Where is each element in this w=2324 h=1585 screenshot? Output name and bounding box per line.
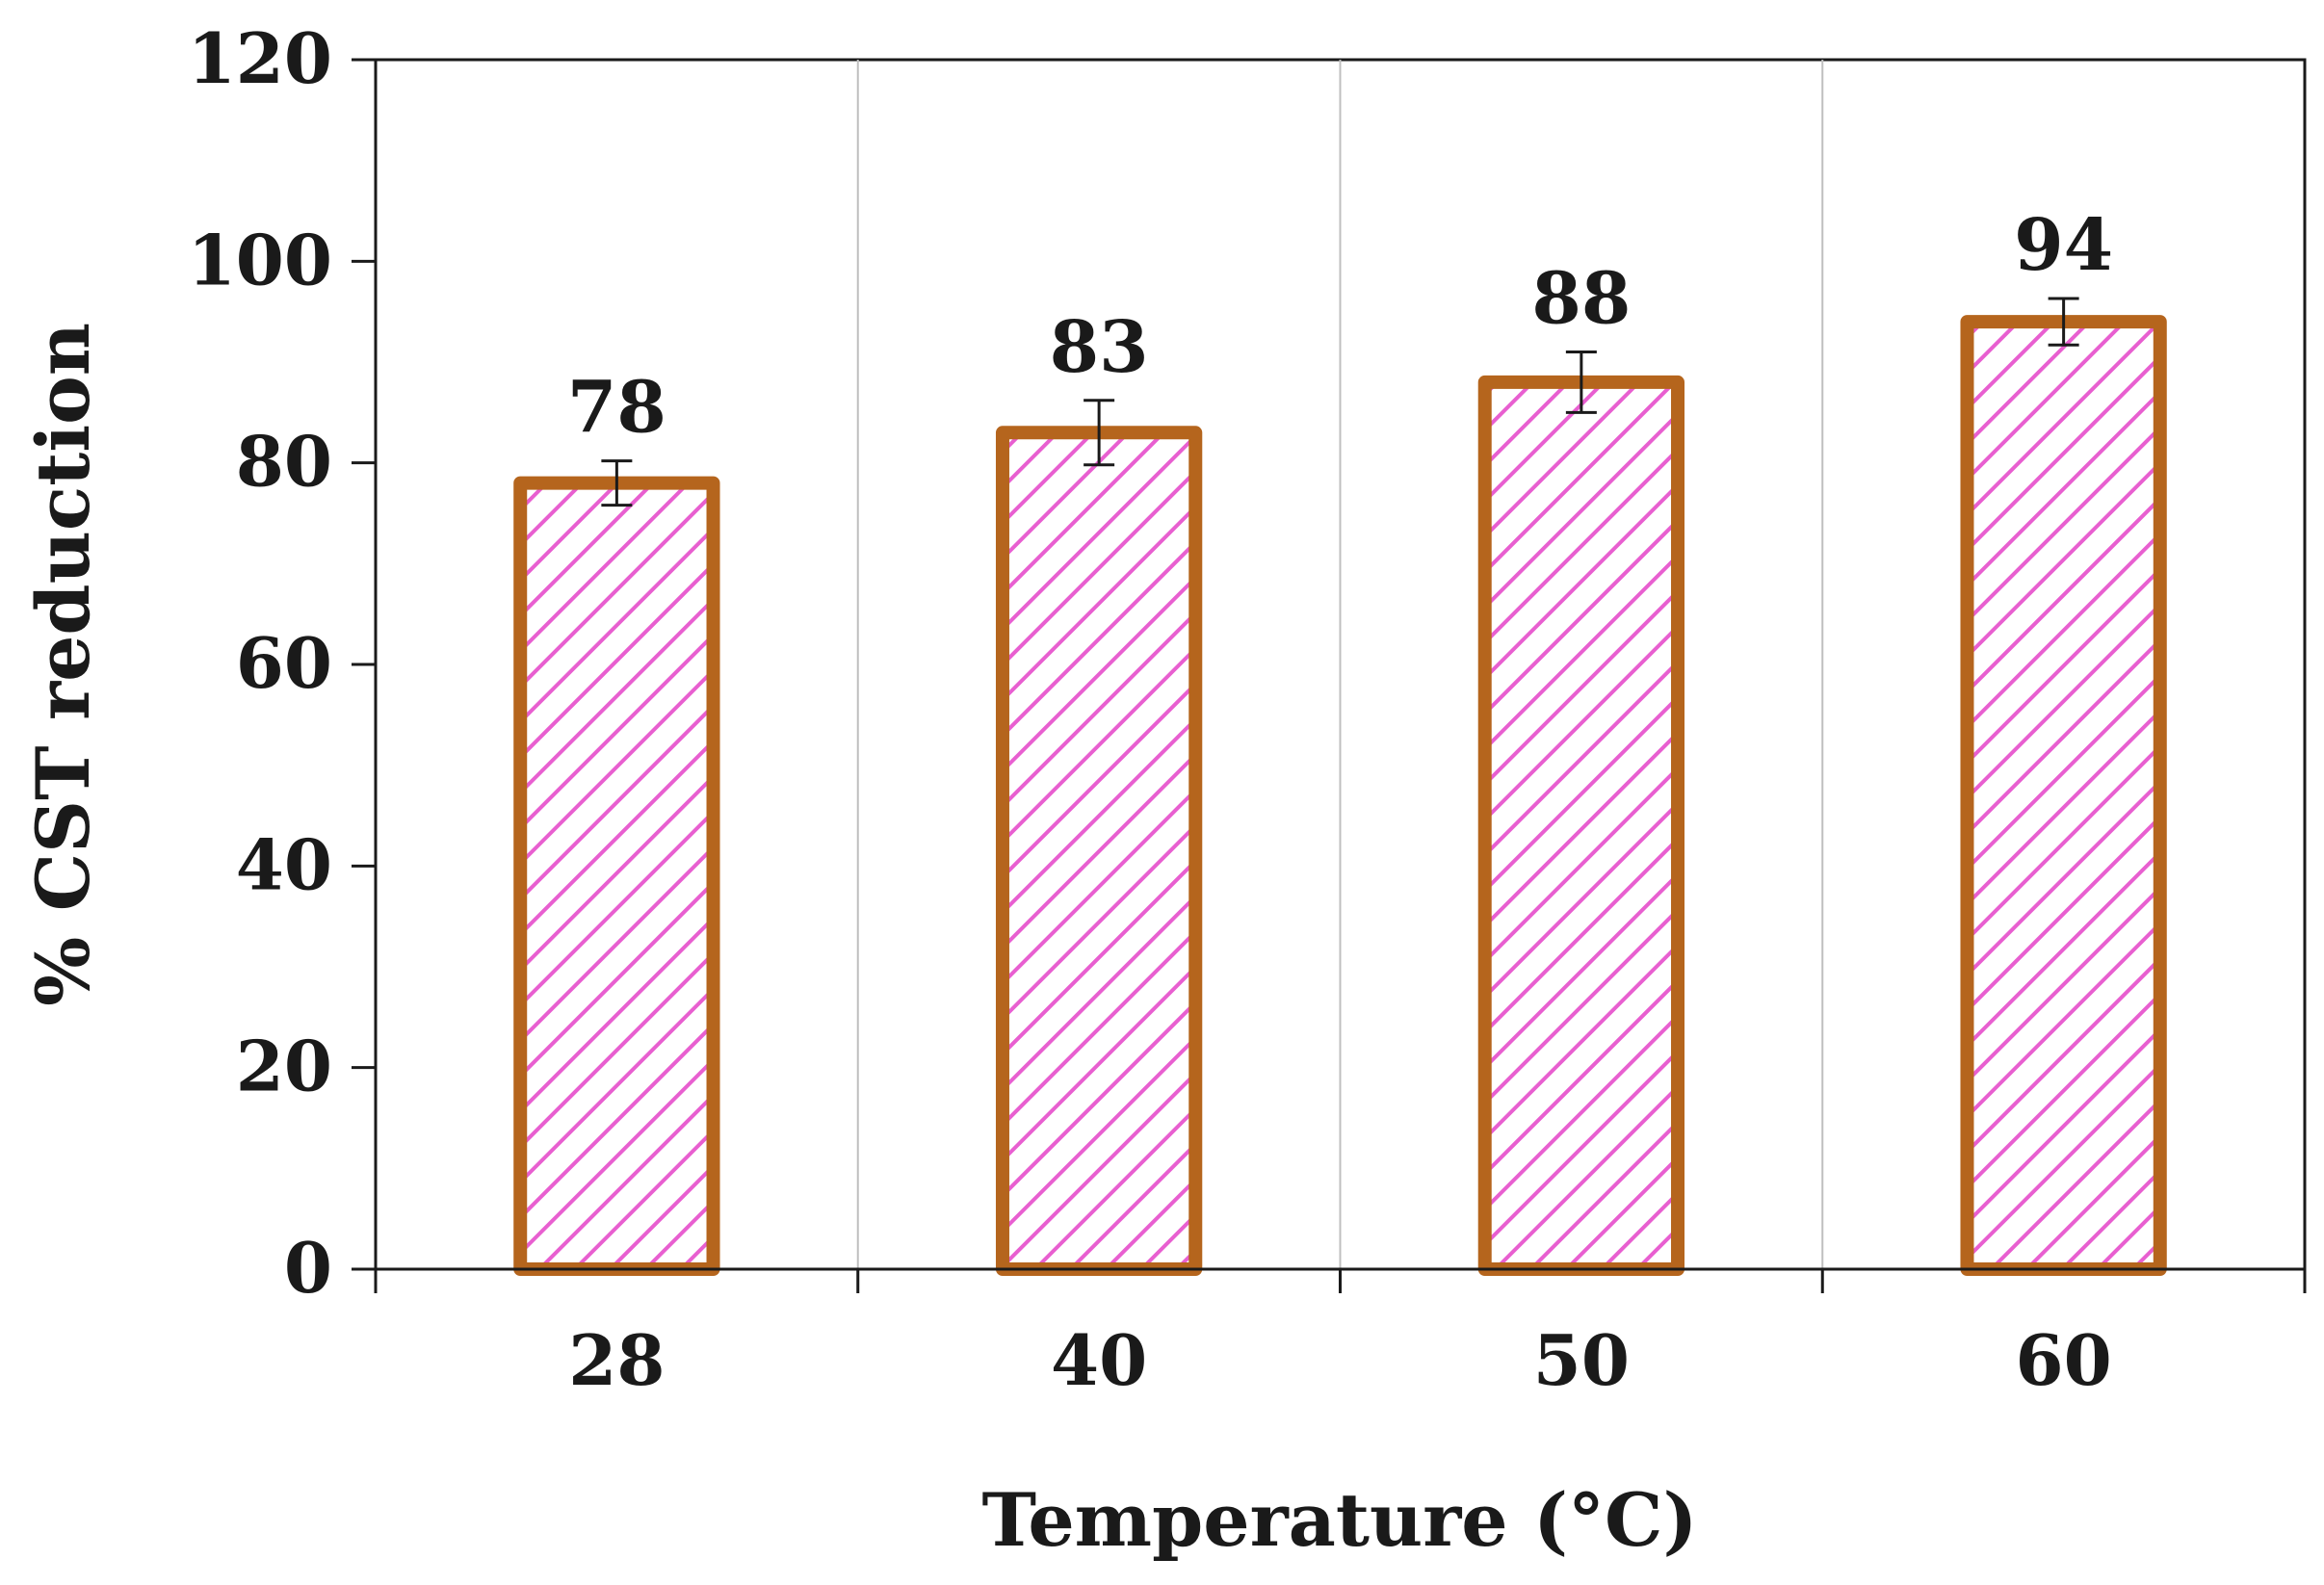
y-tick-label: 80 bbox=[236, 421, 332, 503]
bar bbox=[513, 476, 720, 1277]
y-tick-label: 40 bbox=[236, 823, 332, 905]
y-tick-label: 20 bbox=[236, 1026, 332, 1107]
y-tick-label: 120 bbox=[188, 17, 332, 99]
y-tick-label: 0 bbox=[284, 1227, 332, 1309]
bar bbox=[1960, 315, 2167, 1276]
x-tick-labels: 28 40 50 60 bbox=[568, 1319, 2111, 1401]
data-label: 78 bbox=[567, 367, 666, 450]
data-label: 83 bbox=[1050, 306, 1149, 389]
bar bbox=[1477, 375, 1685, 1276]
x-tick-label: 60 bbox=[2016, 1319, 2112, 1401]
error-bars bbox=[601, 297, 2079, 507]
bar bbox=[995, 426, 1203, 1276]
x-tick-label: 50 bbox=[1533, 1319, 1630, 1401]
data-label: 88 bbox=[1531, 258, 1631, 341]
axes bbox=[352, 58, 2307, 1293]
data-label: 94 bbox=[2014, 204, 2113, 287]
x-tick-label: 40 bbox=[1051, 1319, 1147, 1401]
y-tick-label: 60 bbox=[236, 622, 332, 704]
y-tick-labels: 0 20 40 60 80 100 120 bbox=[188, 17, 332, 1309]
y-tick-label: 100 bbox=[188, 219, 332, 300]
data-labels: 78 83 88 94 bbox=[567, 204, 2113, 450]
x-axis-title: Temperature (°C) bbox=[981, 1477, 1697, 1563]
x-tick-label: 28 bbox=[568, 1319, 665, 1401]
grid-lines bbox=[856, 60, 1824, 1269]
y-axis-title: % CST reduction bbox=[20, 323, 106, 1006]
